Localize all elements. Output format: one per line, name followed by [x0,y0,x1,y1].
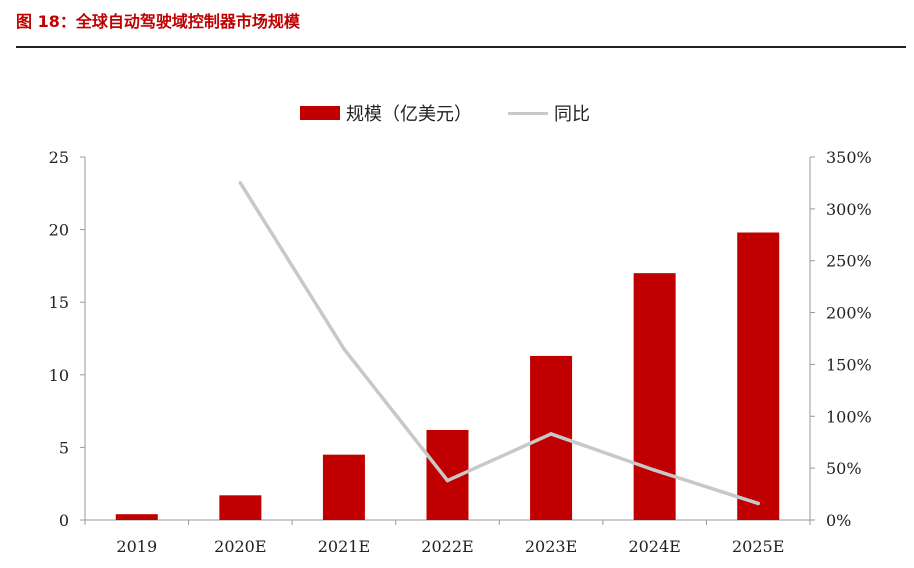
right-tick-label: 250% [826,252,872,271]
bar [219,495,262,520]
x-tick-label: 2022E [421,537,473,556]
x-tick-label: 2021E [318,537,370,556]
legend-swatch-bar [300,106,340,120]
bar [322,454,365,520]
x-tick-label: 2019 [116,537,157,556]
legend: 规模（亿美元） 同比 [300,100,626,126]
bar [115,514,158,520]
left-tick-label: 15 [49,293,69,312]
right-tick-label: 50% [826,459,862,478]
left-tick-label: 5 [59,438,69,457]
bar [633,273,676,520]
yoy-point [238,181,243,185]
figure-title: 图 18：全球自动驾驶域控制器市场规模 [16,12,300,31]
bar [737,232,780,520]
yoy-point [445,478,450,483]
yoy-point [549,432,553,436]
yoy-point [342,347,346,351]
right-tick-label: 150% [826,355,872,374]
right-tick-label: 200% [826,304,872,323]
legend-label-bar: 规模（亿美元） [346,104,472,125]
legend-item-bar: 规模（亿美元） [300,100,472,126]
yoy-line [238,182,759,506]
x-tick-label: 2023E [525,537,577,556]
right-tick-label: 0% [826,511,851,530]
yoy-point [756,501,761,506]
left-tick-label: 25 [49,148,69,167]
legend-item-line: 同比 [508,100,590,126]
title-rule [16,46,906,48]
legend-label-line: 同比 [554,104,590,125]
legend-swatch-line [508,111,548,115]
right-tick-label: 100% [826,407,872,426]
left-tick-label: 10 [49,366,69,385]
right-tick-label: 350% [826,148,872,167]
x-tick-label: 2024E [628,537,680,556]
yoy-point [652,468,657,473]
left-tick-label: 0 [59,511,69,530]
x-tick-label: 2020E [214,537,266,556]
x-tick-label: 2025E [732,537,784,556]
right-tick-label: 300% [826,200,872,219]
left-tick-label: 20 [49,221,69,240]
